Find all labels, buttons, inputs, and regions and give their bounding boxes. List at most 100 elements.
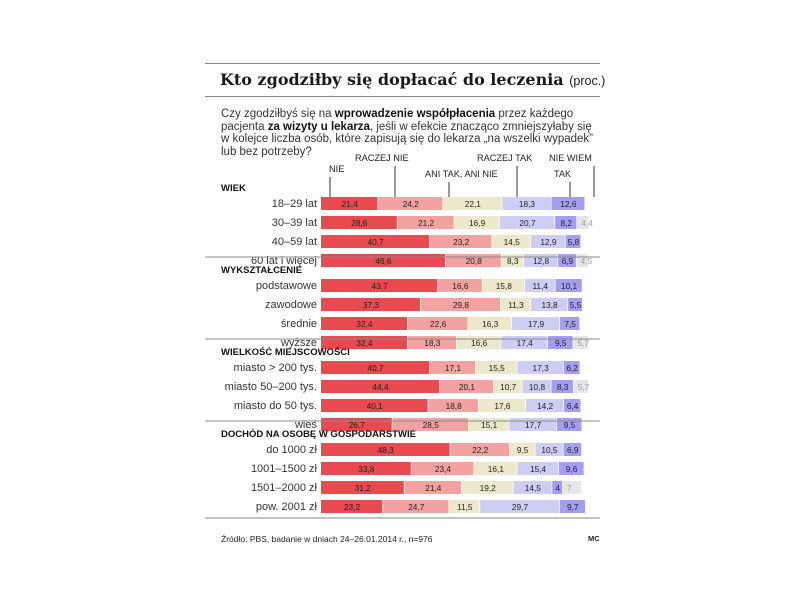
data-label: 10,8 xyxy=(529,382,546,392)
row-label: miasto > 200 tys. xyxy=(234,362,317,374)
data-label: 5,7 xyxy=(577,338,589,348)
bar-segment xyxy=(526,399,564,412)
legend-label: NIE WIEM xyxy=(549,153,592,163)
stacked-bar-chart: NIE RACZEJ NIE ANI TAK, ANI NIE RACZEJ TAK T… xyxy=(205,153,600,519)
data-label: 8,2 xyxy=(560,218,572,228)
question-part: Czy zgodziłbyś się na xyxy=(221,108,335,120)
data-label: 33,8 xyxy=(358,464,375,474)
data-label: 9,5 xyxy=(517,445,529,455)
group-heading: WIEK xyxy=(221,183,246,194)
data-label: 40,7 xyxy=(367,363,384,373)
data-label: 4 xyxy=(555,483,560,493)
question-bold: wprowadzenie współpłacenia xyxy=(334,108,496,120)
bar-segment xyxy=(531,298,568,311)
bar-segment xyxy=(439,380,494,393)
bar-segment xyxy=(563,361,580,374)
data-label: 16,6 xyxy=(452,281,469,291)
bar-segment xyxy=(420,298,501,311)
data-label: 17,7 xyxy=(525,420,542,430)
data-label: 5,8 xyxy=(568,237,580,247)
bar-segment xyxy=(321,235,430,248)
data-label: 8,3 xyxy=(507,256,519,266)
data-label: 14,2 xyxy=(537,401,554,411)
bar-segment xyxy=(531,235,565,248)
data-label: 20,7 xyxy=(519,218,536,228)
bar-segment xyxy=(475,361,517,374)
data-label: 15,5 xyxy=(489,363,506,373)
data-label: 5,5 xyxy=(570,300,582,310)
data-label: 40,7 xyxy=(367,237,384,247)
data-label: 28,5 xyxy=(423,420,440,430)
data-label: 43,7 xyxy=(371,281,388,291)
data-label: 18,8 xyxy=(446,401,463,411)
bar-segment xyxy=(517,361,564,374)
bar-segment xyxy=(551,197,585,210)
bar-segment xyxy=(558,462,584,475)
data-label: 14,5 xyxy=(504,237,521,247)
bar-segment xyxy=(555,216,577,229)
data-label: 21,4 xyxy=(342,199,359,209)
data-label: 22,1 xyxy=(465,199,482,209)
data-label: 11,5 xyxy=(457,502,473,512)
bar-segment xyxy=(552,481,563,494)
bar-segment xyxy=(404,481,462,494)
bar-segment xyxy=(321,216,397,229)
author-credit: MC xyxy=(588,534,600,543)
data-label: 15,1 xyxy=(481,420,498,430)
bar-segment xyxy=(559,500,585,513)
data-label: 19,2 xyxy=(480,483,497,493)
bar-segment xyxy=(513,481,552,494)
bar-segment xyxy=(560,317,580,330)
data-label: 9,6 xyxy=(566,464,578,474)
bar-segment xyxy=(321,380,440,393)
bar-segment xyxy=(500,298,531,311)
bar-segment xyxy=(480,500,559,513)
data-label: 6,9 xyxy=(567,445,579,455)
data-label: 6,4 xyxy=(567,401,579,411)
data-label: 12,9 xyxy=(540,237,557,247)
bar-segment xyxy=(321,361,430,374)
row-label: podstawowe xyxy=(256,280,317,292)
data-label: 12,6 xyxy=(560,199,577,209)
bar-segment xyxy=(321,298,421,311)
title-unit: (proc.) xyxy=(569,74,606,88)
data-label: 4,4 xyxy=(581,218,593,228)
chart-title: Kto zgodziłby się dopłacać do leczenia (… xyxy=(220,70,605,89)
row-label: wieś xyxy=(294,419,318,431)
bar-segment xyxy=(551,380,573,393)
data-label: 10,7 xyxy=(500,382,517,392)
bar-segment xyxy=(430,235,492,248)
bar-segment xyxy=(493,380,522,393)
bar-segment xyxy=(565,235,581,248)
bar-segment xyxy=(407,317,468,330)
bar-segment xyxy=(482,279,525,292)
data-label: 23,4 xyxy=(435,464,452,474)
question-bold: za wizyty u lekarza xyxy=(267,120,370,133)
bar-segment xyxy=(321,462,411,475)
row-label: średnie xyxy=(281,318,317,330)
bar-segment xyxy=(555,279,582,292)
question-part: przez każdego pacjenta xyxy=(221,108,574,133)
bar-segment xyxy=(438,279,482,292)
bar-segment xyxy=(428,399,479,412)
row-label: 1001–1500 zł xyxy=(251,463,318,475)
bar-segment xyxy=(576,254,588,267)
data-label: 20,1 xyxy=(459,382,476,392)
bar-segment xyxy=(478,399,526,412)
data-label: 6,2 xyxy=(566,363,578,373)
row-label: 1501–2000 zł xyxy=(251,482,318,494)
legend-label: ANI TAK, ANI NIE xyxy=(425,169,498,179)
bar-segment xyxy=(449,500,480,513)
bar-segment xyxy=(499,216,555,229)
row-label: 40–59 lat xyxy=(272,236,317,248)
bar-segment xyxy=(443,197,502,210)
data-label: 9,5 xyxy=(564,420,576,430)
bar-segment xyxy=(321,317,408,330)
data-label: 9,5 xyxy=(555,338,567,348)
data-label: 26,7 xyxy=(349,420,366,430)
data-label: 15,4 xyxy=(530,464,547,474)
bar-segment xyxy=(321,197,378,210)
bar-segment xyxy=(321,443,450,456)
data-label: 17,4 xyxy=(517,338,534,348)
question-part: , jeśli w efekcie znacząco zmniejszyłaby… xyxy=(221,120,594,158)
